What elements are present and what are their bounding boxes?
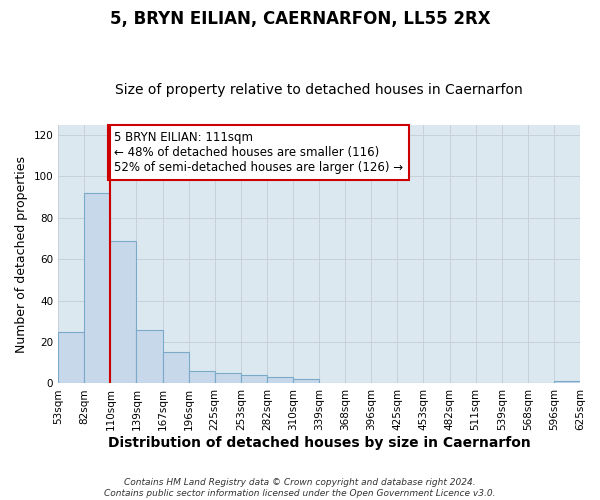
Bar xyxy=(163,352,188,384)
Bar xyxy=(84,193,110,384)
Bar xyxy=(554,382,580,384)
Bar xyxy=(136,330,163,384)
Bar xyxy=(188,371,215,384)
Bar xyxy=(267,377,293,384)
Text: 5, BRYN EILIAN, CAERNARFON, LL55 2RX: 5, BRYN EILIAN, CAERNARFON, LL55 2RX xyxy=(110,10,490,28)
X-axis label: Distribution of detached houses by size in Caernarfon: Distribution of detached houses by size … xyxy=(108,436,530,450)
Text: Contains HM Land Registry data © Crown copyright and database right 2024.
Contai: Contains HM Land Registry data © Crown c… xyxy=(104,478,496,498)
Y-axis label: Number of detached properties: Number of detached properties xyxy=(15,156,28,352)
Bar xyxy=(110,240,136,384)
Title: Size of property relative to detached houses in Caernarfon: Size of property relative to detached ho… xyxy=(115,83,523,97)
Bar xyxy=(215,373,241,384)
Bar xyxy=(241,375,267,384)
Bar xyxy=(58,332,84,384)
Bar xyxy=(293,380,319,384)
Text: 5 BRYN EILIAN: 111sqm
← 48% of detached houses are smaller (116)
52% of semi-det: 5 BRYN EILIAN: 111sqm ← 48% of detached … xyxy=(114,131,403,174)
